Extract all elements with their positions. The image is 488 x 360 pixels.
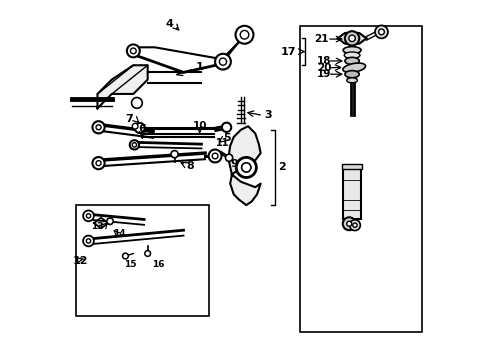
Circle shape: [129, 140, 139, 149]
Text: 11: 11: [215, 139, 228, 148]
Ellipse shape: [344, 71, 359, 78]
Ellipse shape: [343, 46, 360, 54]
Circle shape: [86, 239, 90, 243]
Circle shape: [208, 149, 221, 162]
Polygon shape: [230, 175, 260, 205]
Text: 17: 17: [281, 46, 296, 57]
Text: 20: 20: [317, 63, 331, 73]
Circle shape: [236, 157, 256, 177]
Text: 8: 8: [186, 161, 194, 171]
Circle shape: [96, 125, 101, 130]
Circle shape: [346, 221, 351, 226]
Text: 3: 3: [264, 111, 271, 121]
Circle shape: [222, 123, 231, 132]
Text: 19: 19: [317, 69, 331, 79]
Circle shape: [106, 218, 113, 225]
Circle shape: [132, 143, 136, 147]
Circle shape: [126, 44, 140, 57]
Ellipse shape: [344, 57, 359, 64]
Circle shape: [219, 58, 226, 65]
Circle shape: [92, 157, 104, 169]
Text: 7: 7: [124, 114, 132, 124]
Circle shape: [212, 153, 218, 159]
Circle shape: [342, 217, 355, 230]
Circle shape: [86, 214, 90, 218]
Circle shape: [131, 98, 142, 108]
Ellipse shape: [346, 78, 357, 83]
Circle shape: [171, 150, 178, 158]
Circle shape: [215, 54, 230, 69]
Circle shape: [344, 31, 359, 45]
Ellipse shape: [342, 63, 365, 72]
Polygon shape: [337, 33, 366, 44]
Text: 4: 4: [165, 19, 173, 29]
Polygon shape: [94, 218, 108, 228]
Circle shape: [235, 26, 253, 44]
Circle shape: [374, 26, 387, 39]
Text: 10: 10: [192, 121, 206, 131]
Circle shape: [135, 123, 144, 133]
Circle shape: [122, 253, 128, 259]
Text: 1: 1: [196, 62, 203, 72]
Circle shape: [92, 121, 104, 134]
Circle shape: [349, 220, 360, 230]
Circle shape: [83, 235, 94, 246]
Text: 9: 9: [230, 159, 238, 169]
Bar: [76, 205, 208, 316]
Circle shape: [83, 211, 94, 221]
Circle shape: [240, 31, 248, 39]
Text: 18: 18: [317, 56, 331, 66]
Circle shape: [352, 223, 356, 227]
Circle shape: [130, 48, 136, 54]
Circle shape: [144, 251, 150, 256]
Bar: [300, 26, 421, 332]
Text: 14: 14: [113, 229, 125, 238]
Text: 2: 2: [278, 162, 286, 172]
Circle shape: [378, 29, 384, 35]
Text: 16: 16: [152, 260, 164, 269]
Text: 15: 15: [124, 260, 137, 269]
Bar: [343, 167, 360, 220]
Circle shape: [96, 161, 101, 166]
Bar: [342, 164, 361, 169]
Circle shape: [132, 123, 138, 129]
Text: 6: 6: [138, 124, 146, 134]
Polygon shape: [97, 65, 147, 108]
Text: 12: 12: [73, 256, 88, 266]
Circle shape: [241, 163, 250, 172]
Circle shape: [225, 154, 232, 161]
Text: 21: 21: [314, 34, 328, 44]
Text: 13: 13: [91, 222, 104, 231]
Text: 5: 5: [223, 133, 230, 143]
Polygon shape: [228, 126, 260, 175]
Circle shape: [348, 35, 355, 41]
Ellipse shape: [344, 52, 359, 58]
